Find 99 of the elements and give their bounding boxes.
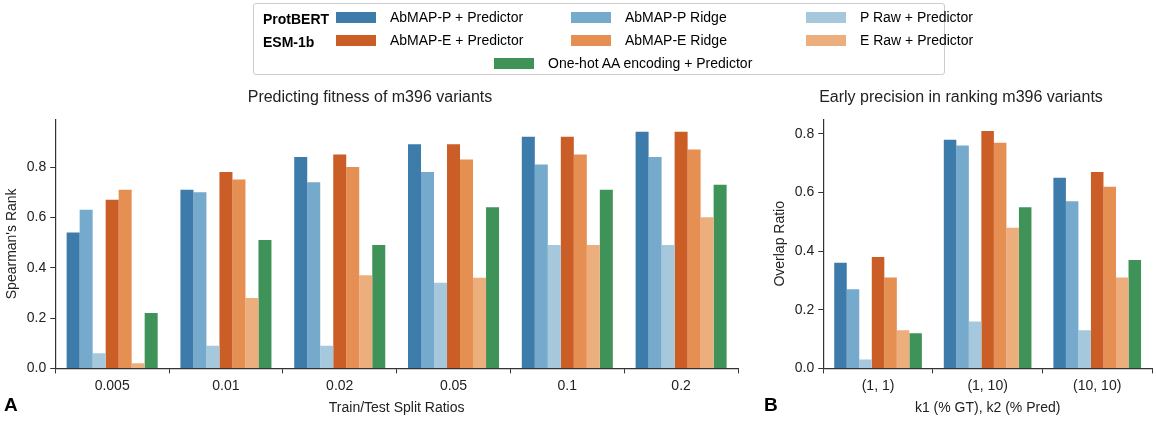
bar (473, 277, 487, 368)
y-tick-label: 0.0 (794, 359, 815, 376)
y-axis-title: Spearman's Rank (3, 187, 20, 300)
bar (1018, 207, 1032, 368)
bar (859, 359, 872, 368)
bar (521, 136, 535, 368)
bar (687, 149, 701, 368)
bar (586, 245, 600, 368)
x-tick-label: (10, 10) (1073, 376, 1122, 393)
y-tick-label: 0.2 (794, 300, 815, 317)
y-tick-label: 0.4 (26, 258, 47, 275)
bar (884, 277, 897, 368)
bar (1078, 330, 1091, 368)
bar (359, 275, 373, 368)
chart-title: Early precision in ranking m396 variants (819, 88, 1103, 106)
bar (131, 363, 145, 368)
x-tick-label: 0.05 (439, 376, 468, 393)
bar (460, 159, 474, 368)
bar (871, 256, 885, 368)
bar (573, 154, 587, 368)
bar (896, 330, 910, 368)
bar (486, 207, 500, 368)
bar (66, 232, 80, 368)
x-tick-label: 0.1 (557, 376, 578, 393)
text: B (764, 394, 778, 416)
bar (180, 189, 194, 368)
legend-label: E Raw + Predictor (860, 32, 974, 48)
bar (118, 189, 132, 368)
bar (294, 156, 308, 368)
legend-label: AbMAP-P Ridge (625, 9, 727, 25)
y-tick-label: 0.8 (26, 157, 47, 174)
x-tick-label: 0.01 (212, 376, 240, 393)
bar (700, 217, 714, 368)
y-tick-label: 0.2 (26, 308, 47, 325)
bar (232, 179, 246, 368)
x-tick-label: (1, 1) (861, 376, 895, 393)
bar (846, 289, 860, 368)
bar (648, 156, 662, 368)
y-tick-label: 0.6 (26, 208, 47, 225)
bar (372, 245, 386, 368)
bar (1006, 227, 1019, 368)
bar (968, 321, 982, 368)
legend-label: AbMAP-P + Predictor (390, 9, 524, 25)
bar (1115, 277, 1129, 368)
bar (447, 144, 461, 368)
bar (560, 136, 574, 368)
x-axis-title: Train/Test Split Ratios (328, 399, 465, 416)
bar (258, 240, 272, 368)
x-axis-title: k1 (% GT), k2 (% Pred) (914, 399, 1061, 416)
y-tick-label: 0.0 (26, 359, 47, 376)
bar (219, 172, 233, 368)
x-tick-label: (1, 10) (967, 376, 1008, 393)
bar (993, 142, 1007, 368)
legend-label: P Raw + Predictor (860, 9, 973, 25)
bar (909, 333, 922, 368)
bar (547, 245, 561, 368)
bar (834, 262, 847, 368)
bar (1065, 201, 1079, 368)
bar (421, 172, 435, 368)
bar (956, 145, 969, 368)
legend-label: AbMAP-E + Predictor (390, 32, 524, 48)
y-tick-label: 0.4 (794, 241, 815, 258)
bar (534, 164, 548, 368)
bar (307, 182, 321, 368)
bar (713, 184, 727, 368)
chart-title: Predicting fitness of m396 variants (247, 88, 493, 106)
bar (661, 245, 675, 368)
bar (943, 139, 957, 368)
text: ProtBERT (263, 11, 330, 27)
bar (408, 144, 422, 368)
bar (1053, 177, 1066, 368)
bar (674, 131, 688, 368)
bar (635, 131, 649, 368)
x-tick-label: 0.02 (326, 376, 354, 393)
bar (92, 353, 106, 368)
bar (105, 199, 119, 368)
bar (434, 282, 448, 368)
bar (206, 345, 220, 368)
bar (245, 297, 259, 368)
bar (144, 313, 158, 368)
x-tick-label: 0.2 (671, 376, 692, 393)
bar (193, 192, 207, 368)
x-tick-label: 0.005 (94, 376, 130, 393)
y-axis-title: Overlap Ratio (771, 200, 788, 287)
bar (1103, 186, 1116, 368)
bar (346, 167, 360, 368)
bar (981, 130, 994, 368)
bar (1128, 259, 1142, 368)
bar (333, 154, 347, 368)
text: ESM-1b (263, 34, 315, 50)
bar (79, 209, 93, 368)
y-tick-label: 0.6 (794, 183, 815, 200)
bar (320, 345, 334, 368)
legend-label: One-hot AA encoding + Predictor (548, 55, 753, 71)
bar (599, 189, 613, 368)
y-tick-label: 0.8 (794, 124, 815, 141)
legend-label: AbMAP-E Ridge (625, 32, 727, 48)
bar (1090, 171, 1104, 368)
text: A (4, 394, 18, 416)
